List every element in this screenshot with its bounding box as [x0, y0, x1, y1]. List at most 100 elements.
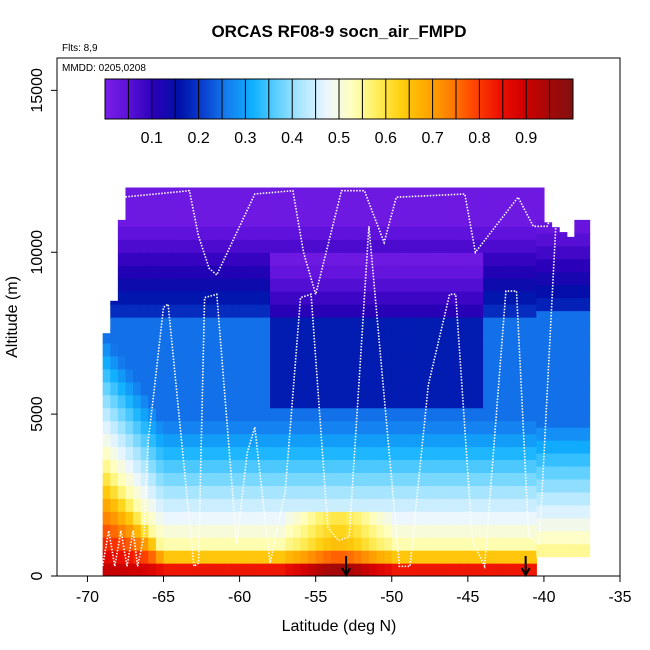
heatmap-cell	[338, 317, 347, 331]
heatmap-cell	[437, 550, 446, 564]
heatmap-cell	[201, 329, 210, 344]
heatmap-cell	[452, 472, 461, 486]
heatmap-cell	[155, 420, 165, 435]
heatmap-cell	[353, 291, 362, 305]
heatmap-cell	[566, 375, 575, 389]
heatmap-cell	[536, 271, 545, 286]
heatmap-cell	[551, 375, 560, 389]
heatmap-cell	[140, 537, 149, 551]
heatmap-cell	[429, 524, 439, 538]
heatmap-cell	[300, 265, 309, 279]
heatmap-cell	[505, 550, 515, 564]
heatmap-cell	[125, 278, 134, 292]
heatmap-cell	[361, 342, 370, 357]
heatmap-cell	[102, 550, 111, 564]
heatmap-cell	[528, 550, 537, 564]
heatmap-cell	[133, 459, 142, 473]
heatmap-cell	[391, 355, 400, 370]
heatmap-cell	[376, 329, 385, 344]
heatmap-cell	[551, 323, 560, 338]
heatmap-cell	[102, 333, 111, 344]
heatmap-cell	[399, 550, 408, 564]
heatmap-cell	[536, 491, 545, 506]
heatmap-cell	[231, 394, 241, 409]
heatmap-cell	[224, 213, 233, 227]
heatmap-cell	[155, 239, 165, 253]
heatmap-cell	[110, 300, 119, 305]
heatmap-cell	[133, 329, 142, 344]
heatmap-cell	[277, 342, 286, 357]
heatmap-cell	[125, 524, 134, 538]
heatmap-cell	[551, 491, 560, 506]
heatmap-cell	[178, 200, 187, 214]
heatmap-field	[102, 187, 591, 576]
heatmap-cell	[102, 342, 111, 357]
heatmap-cell	[376, 239, 385, 253]
heatmap-cell	[285, 459, 294, 473]
heatmap-cell	[513, 446, 522, 461]
heatmap-cell	[467, 472, 477, 486]
heatmap-cell	[566, 401, 575, 415]
heatmap-cell	[551, 517, 560, 532]
heatmap-cell	[247, 381, 256, 396]
heatmap-cell	[406, 459, 416, 473]
heatmap-cell	[110, 368, 119, 383]
heatmap-cell	[338, 472, 347, 486]
heatmap-cell	[193, 291, 203, 305]
heatmap-cell	[178, 239, 187, 253]
heatmap-cell	[513, 329, 522, 344]
heatmap-cell	[536, 452, 545, 467]
heatmap-cell	[330, 187, 340, 202]
heatmap-cell	[376, 187, 385, 202]
heatmap-cell	[262, 355, 271, 370]
heatmap-cell	[117, 265, 127, 279]
heatmap-cell	[102, 394, 111, 409]
heatmap-cell	[384, 381, 393, 396]
heatmap-cell	[452, 265, 461, 279]
heatmap-cell	[239, 407, 248, 422]
heatmap-cell	[163, 407, 172, 422]
heatmap-cell	[270, 485, 279, 499]
heatmap-cell	[323, 394, 332, 409]
heatmap-cell	[445, 407, 454, 422]
heatmap-cell	[178, 381, 187, 396]
heatmap-cell	[391, 459, 400, 473]
heatmap-cell	[300, 420, 309, 435]
heatmap-cell	[148, 342, 157, 357]
heatmap-cell	[346, 381, 355, 396]
heatmap-cell	[551, 258, 560, 273]
heatmap-cell	[483, 459, 492, 473]
heatmap-cell	[543, 232, 553, 247]
heatmap-cell	[414, 329, 423, 344]
heatmap-cell	[490, 239, 499, 253]
heatmap-cell	[513, 252, 522, 266]
heatmap-cell	[193, 304, 203, 318]
heatmap-cell	[376, 342, 385, 357]
heatmap-cell	[338, 446, 347, 461]
colorbar-tick-label: 0.5	[328, 130, 350, 147]
heatmap-cell	[209, 394, 218, 409]
heatmap-cell	[422, 433, 431, 448]
heatmap-cell	[148, 304, 157, 318]
heatmap-cell	[536, 284, 545, 299]
heatmap-cell	[543, 517, 553, 532]
heatmap-cell	[346, 407, 355, 422]
heatmap-cell	[361, 394, 370, 409]
heatmap-cell	[368, 394, 378, 409]
heatmap-cell	[536, 440, 545, 454]
heatmap-cell	[224, 472, 233, 486]
heatmap-cell	[505, 407, 515, 422]
heatmap-cell	[368, 446, 378, 461]
heatmap-cell	[490, 252, 499, 266]
heatmap-cell	[239, 433, 248, 448]
heatmap-cell	[110, 342, 119, 357]
heatmap-cell	[193, 226, 203, 240]
heatmap-cell	[490, 355, 499, 370]
heatmap-cell	[406, 200, 416, 214]
heatmap-cell	[566, 440, 575, 454]
heatmap-cell	[475, 291, 484, 305]
heatmap-cell	[422, 459, 431, 473]
heatmap-cell	[376, 317, 385, 331]
heatmap-cell	[270, 304, 279, 318]
